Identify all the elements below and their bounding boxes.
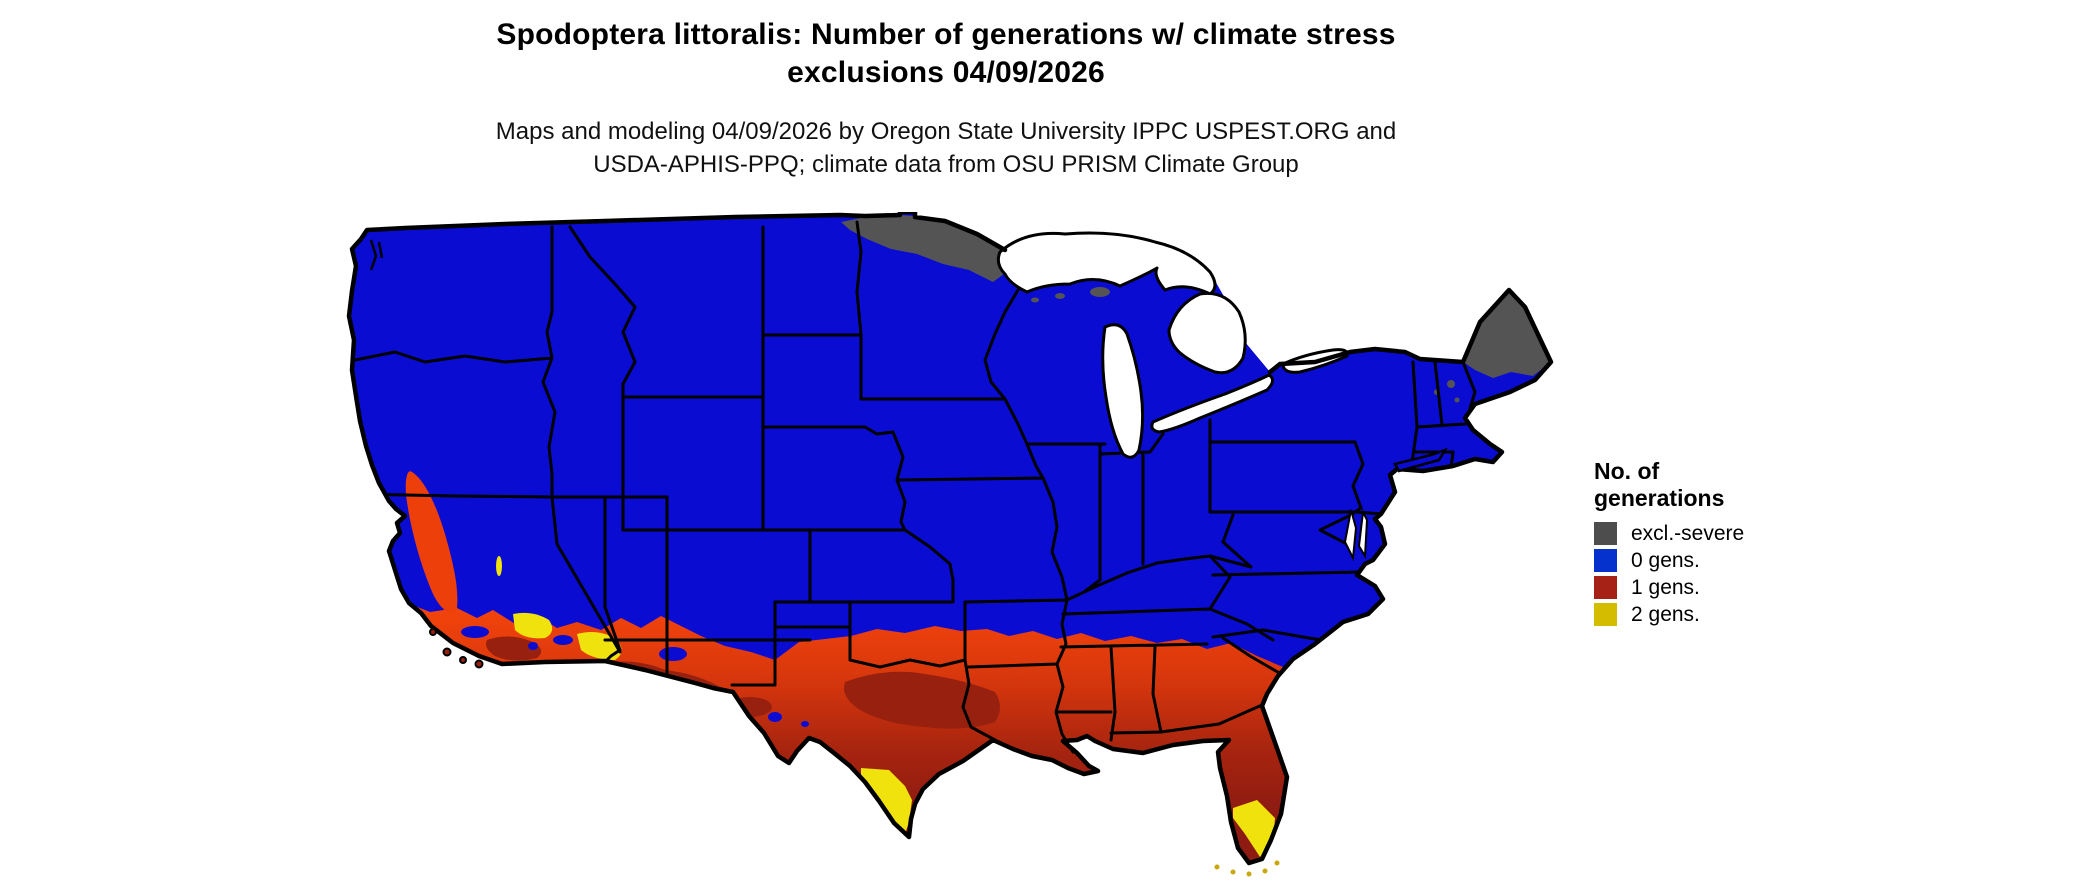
legend-rows: excl.-severe 0 gens. 1 gens. 2 gens. — [1594, 520, 1854, 628]
legend-label-excl-severe: excl.-severe — [1631, 521, 1745, 545]
region-central-valley-orange — [405, 471, 458, 614]
florida-keys — [1214, 860, 1280, 877]
subtitle-line1: Maps and modeling 04/09/2026 by Oregon S… — [495, 118, 1397, 145]
legend-item-excl-severe: excl.-severe — [1594, 520, 1854, 547]
puget-sound — [369, 239, 384, 271]
subtitle-line2: USDA-APHIS-PPQ; climate data from OSU PR… — [593, 151, 1299, 178]
legend-swatch-excl-severe — [1594, 522, 1617, 545]
lake-michigan — [1101, 323, 1145, 459]
lake-superior — [996, 231, 1217, 296]
legend-item-1-gens: 1 gens. — [1594, 574, 1854, 601]
legend-swatch-1-gens — [1594, 576, 1617, 599]
us-generations-map — [346, 212, 1554, 877]
state-borders — [353, 220, 1477, 754]
legend-label-0-gens: 0 gens. — [1631, 548, 1700, 572]
legend-swatch-0-gens — [1594, 549, 1617, 572]
long-island — [1393, 447, 1448, 473]
region-blue-pockets — [461, 626, 809, 727]
channel-islands — [429, 628, 484, 669]
chesapeake-bay — [1343, 508, 1369, 562]
legend-label-2-gens: 2 gens. — [1631, 602, 1700, 626]
legend-item-2-gens: 2 gens. — [1594, 601, 1854, 628]
legend-title-line2: generations — [1594, 485, 1725, 511]
legend-title-line1: No. of — [1594, 458, 1660, 484]
great-lakes — [996, 231, 1349, 459]
lake-huron — [1167, 291, 1247, 375]
us-outline — [346, 212, 1554, 866]
page-title-line2: exclusions 04/09/2026 — [787, 56, 1105, 89]
legend-swatch-2-gens — [1594, 603, 1617, 626]
region-excl-severe-gray — [841, 215, 1551, 403]
lake-erie — [1150, 373, 1274, 434]
page-title-line1: Spodoptera littoralis: Number of generat… — [496, 18, 1396, 51]
legend: No. of generations excl.-severe 0 gens. … — [1594, 458, 1854, 628]
legend-label-1-gens: 1 gens. — [1631, 575, 1700, 599]
legend-item-0-gens: 0 gens. — [1594, 547, 1854, 574]
